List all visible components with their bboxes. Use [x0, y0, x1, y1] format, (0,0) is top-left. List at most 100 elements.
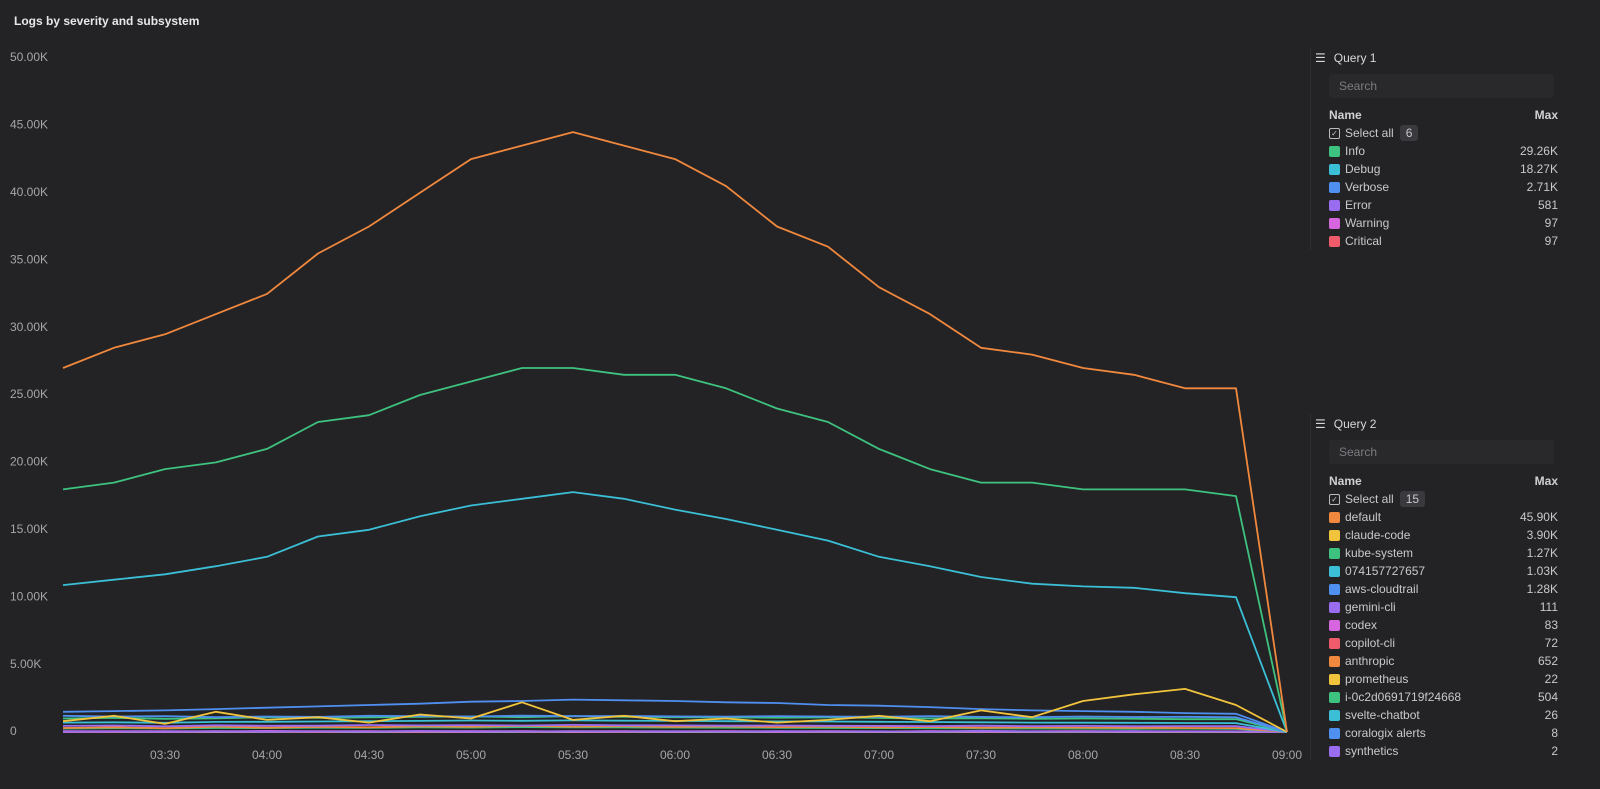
name-header: Name — [1329, 108, 1362, 122]
legend-name[interactable]: 074157727657 — [1345, 564, 1426, 578]
legend-item[interactable]: default 45.90K — [1315, 508, 1570, 526]
legend-swatch — [1329, 145, 1340, 157]
legend-name[interactable]: Info — [1345, 144, 1366, 158]
legend-max: 3.90K — [1526, 528, 1558, 542]
legend-name[interactable]: i-0c2d0691719f24668 — [1345, 690, 1462, 704]
legend-item[interactable]: Warning 97 — [1315, 214, 1570, 232]
select-all-row[interactable]: ✓ Select all 15 — [1315, 490, 1570, 508]
legend-swatch — [1329, 217, 1340, 229]
legend-name[interactable]: aws-cloudtrail — [1345, 582, 1419, 596]
legend-name[interactable]: gemini-cli — [1345, 600, 1396, 614]
legend-max: 97 — [1544, 234, 1558, 248]
legend-item[interactable]: svelte-chatbot 26 — [1315, 706, 1570, 724]
legend-item[interactable]: gemini-cli 111 — [1315, 598, 1570, 616]
series-line — [62, 729, 1288, 733]
legend-name[interactable]: Error — [1345, 198, 1372, 212]
legend-name[interactable]: Critical — [1345, 234, 1382, 248]
legend-swatch — [1329, 199, 1340, 211]
legend-max: 111 — [1539, 600, 1558, 614]
x-tick-label: 08:00 — [1068, 748, 1098, 762]
legend-item[interactable]: Error 581 — [1315, 196, 1570, 214]
legend-max: 2.71K — [1526, 180, 1558, 194]
legend-swatch — [1329, 691, 1340, 703]
legend-name[interactable]: synthetics — [1345, 744, 1399, 758]
legend-item[interactable]: kube-system 1.27K — [1315, 544, 1570, 562]
legend-name[interactable]: anthropic — [1345, 654, 1395, 668]
legend-item[interactable]: aws-cloudtrail 1.28K — [1315, 580, 1570, 598]
legend-name[interactable]: copilot-cli — [1345, 636, 1396, 650]
search-input[interactable]: Search — [1329, 74, 1554, 98]
y-tick-label: 10.00K — [10, 589, 48, 603]
name-header: Name — [1329, 474, 1362, 488]
legend-item[interactable]: codex 83 — [1315, 616, 1570, 634]
legend-item[interactable]: Critical 97 — [1315, 232, 1570, 250]
legend-item[interactable]: synthetics 2 — [1315, 742, 1570, 760]
legend-max: 8 — [1551, 726, 1558, 740]
select-count: 6 — [1399, 125, 1419, 141]
legend-item[interactable]: claude-code 3.90K — [1315, 526, 1570, 544]
y-tick-label: 50.00K — [10, 50, 48, 64]
series-line — [62, 688, 1288, 733]
series-line — [62, 367, 1288, 733]
select-all-row[interactable]: ✓ Select all 6 — [1315, 124, 1570, 142]
x-tick-label: 07:00 — [864, 748, 894, 762]
legend-max: 504 — [1537, 690, 1558, 704]
legend-swatch — [1329, 601, 1340, 613]
legend-title: Query 1 — [1333, 51, 1377, 65]
legend-swatch — [1329, 637, 1340, 649]
legend-swatch — [1329, 709, 1340, 721]
legend-name[interactable]: default — [1345, 510, 1382, 524]
legend-max: 72 — [1544, 636, 1558, 650]
legend-max: 26 — [1544, 708, 1558, 722]
select-all[interactable]: Select all — [1345, 126, 1394, 140]
legend-item[interactable]: Info 29.26K — [1315, 142, 1570, 160]
max-header: Max — [1534, 474, 1558, 488]
legend-name[interactable]: coralogix alerts — [1345, 726, 1426, 740]
legend-name[interactable]: prometheus — [1345, 672, 1409, 686]
legend-max: 22 — [1544, 672, 1558, 686]
x-tick-label: 03:30 — [150, 748, 180, 762]
table-icon: ☰ — [1315, 417, 1326, 431]
search-input[interactable]: Search — [1329, 440, 1554, 464]
legend-name[interactable]: Debug — [1345, 162, 1381, 176]
legend-title-row: ☰ Query 2 — [1315, 414, 1570, 434]
select-all[interactable]: Select all — [1345, 492, 1394, 506]
checkbox[interactable]: ✓ — [1329, 127, 1340, 139]
legend-max: 1.03K — [1526, 564, 1558, 578]
legend-item[interactable]: anthropic 652 — [1315, 652, 1570, 670]
legend-item[interactable]: copilot-cli 72 — [1315, 634, 1570, 652]
series-line — [62, 491, 1288, 733]
legend-item[interactable]: 074157727657 1.03K — [1315, 562, 1570, 580]
x-tick-label: 07:30 — [966, 748, 996, 762]
legend-swatch — [1329, 529, 1340, 541]
legend-name[interactable]: codex — [1345, 618, 1378, 632]
chart: 0 5.00K 10.00K 15.00K 20.00K 25.00K 30.00K 35.0… — [10, 50, 1302, 762]
legend-item[interactable]: Verbose 2.71K — [1315, 178, 1570, 196]
checkbox[interactable]: ✓ — [1329, 493, 1340, 505]
legend-name[interactable]: kube-system — [1345, 546, 1414, 560]
legend-max: 2 — [1551, 744, 1558, 758]
legend-header: Name Max — [1315, 106, 1570, 124]
legend-swatch — [1329, 511, 1340, 523]
legend-item[interactable]: coralogix alerts 8 — [1315, 724, 1570, 742]
legend-swatch — [1329, 673, 1340, 685]
table-icon: ☰ — [1315, 51, 1326, 65]
legend-item[interactable]: Debug 18.27K — [1315, 160, 1570, 178]
legend-swatch — [1329, 565, 1340, 577]
legend-name[interactable]: claude-code — [1345, 528, 1411, 542]
legend-name[interactable]: Warning — [1345, 216, 1390, 230]
legend-max: 29.26K — [1519, 144, 1558, 158]
legend-item[interactable]: i-0c2d0691719f24668 504 — [1315, 688, 1570, 706]
series-line — [62, 714, 1288, 733]
legend-swatch — [1329, 235, 1340, 247]
legend-item[interactable]: prometheus 22 — [1315, 670, 1570, 688]
legend-swatch — [1329, 547, 1340, 559]
legend-swatch — [1329, 655, 1340, 667]
legend-max: 1.27K — [1526, 546, 1558, 560]
legend-header: Name Max — [1315, 472, 1570, 490]
legend-name[interactable]: Verbose — [1345, 180, 1390, 194]
series-line — [62, 715, 1288, 733]
legend-name[interactable]: svelte-chatbot — [1345, 708, 1420, 722]
series-line — [62, 725, 1288, 733]
